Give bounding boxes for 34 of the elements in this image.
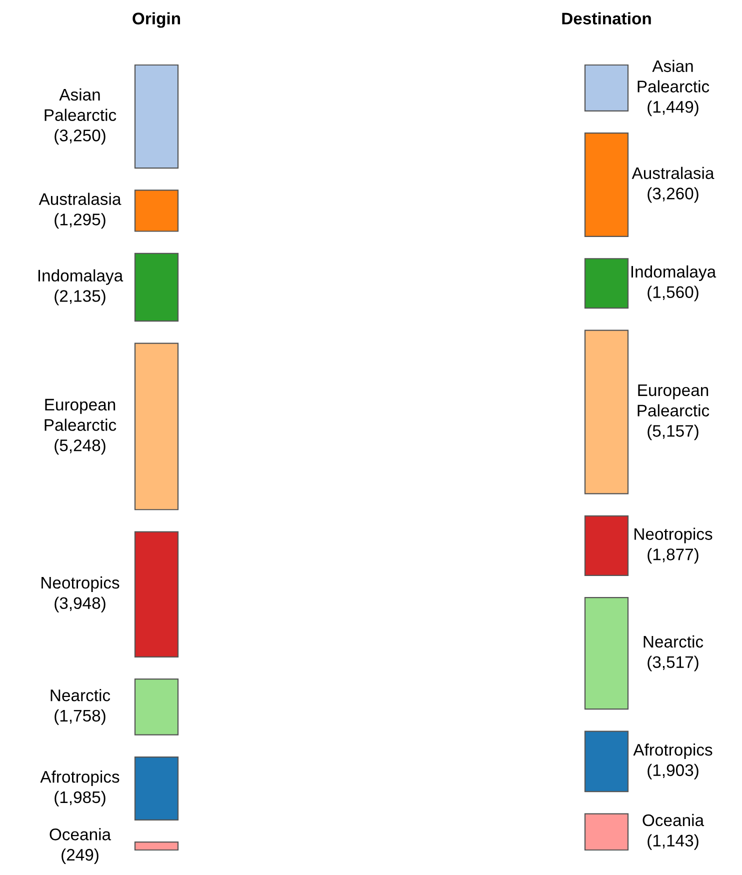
category-label: Indomalaya [38, 269, 124, 285]
data-label: (1,903) [648, 764, 698, 780]
data-label: (1,449) [648, 100, 698, 116]
category-label: Oceania [642, 814, 704, 826]
category-label: Nearctic [50, 689, 110, 702]
category-label: Oceania [50, 828, 112, 840]
data-label: (249) [62, 848, 98, 864]
data-label: (3,250) [54, 129, 106, 145]
category-label: Nearctic [644, 635, 704, 648]
category-label: Afrotropics [40, 770, 120, 786]
data-label: (5,157) [648, 424, 698, 440]
data-label: (3,260) [648, 187, 698, 203]
data-label: (3,948) [54, 596, 106, 612]
data-label: (2,135) [54, 290, 106, 306]
text: Destination [562, 12, 651, 24]
category-label: Afrotropics [633, 743, 712, 760]
data-label: (1,295) [54, 213, 106, 229]
data-label: (5,248) [54, 439, 106, 455]
category-label: European Palearctic [638, 384, 710, 416]
category-label: European Palearctic [44, 398, 116, 431]
data-label: (1,877) [648, 548, 698, 564]
category-label: Asian Palearctic [44, 88, 116, 121]
data-label: (3,517) [648, 656, 698, 672]
data-label: (1,985) [54, 790, 106, 806]
data-label: (1,143) [648, 834, 698, 850]
category-label: Australasia [632, 166, 714, 180]
category-label: Neotropics [42, 576, 120, 592]
data-label: (1,560) [648, 286, 698, 302]
category-label: Indomalaya [631, 265, 716, 281]
data-label: (1,758) [54, 709, 106, 725]
category-label: Neotropics [634, 528, 712, 544]
text: Origin [132, 12, 180, 28]
category-label: Asian Palearctic [638, 60, 710, 92]
category-label: Australasia [38, 192, 122, 206]
